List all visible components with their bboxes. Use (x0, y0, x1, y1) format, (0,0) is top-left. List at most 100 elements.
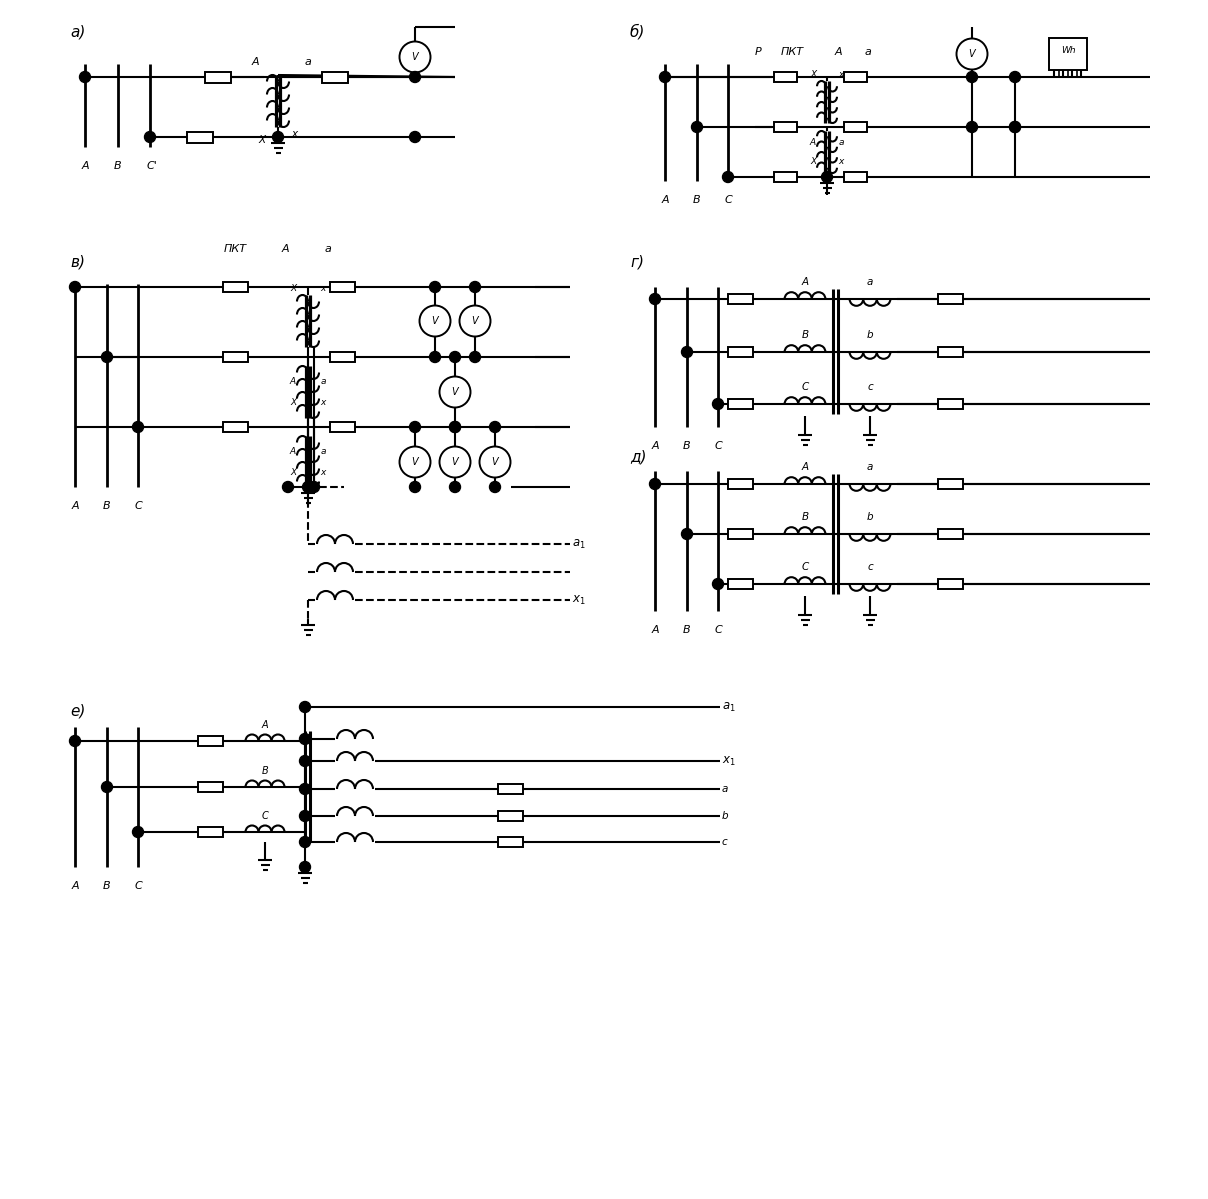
Text: x: x (838, 157, 843, 165)
Bar (727, 579, 753, 589)
Text: Wh: Wh (1061, 46, 1075, 54)
Text: P: P (755, 47, 761, 58)
Text: c: c (867, 562, 873, 572)
Circle shape (300, 862, 310, 873)
Text: C: C (134, 881, 141, 891)
Text: A: A (71, 501, 79, 511)
Bar (937, 478, 963, 489)
Circle shape (300, 755, 310, 766)
Text: A: A (290, 376, 296, 386)
Bar (727, 478, 753, 489)
Circle shape (440, 446, 470, 477)
Circle shape (308, 482, 319, 493)
Bar (937, 399, 963, 409)
Text: B: B (801, 330, 808, 341)
Text: C: C (714, 625, 722, 635)
Bar (727, 399, 753, 409)
Bar (1049, 38, 1087, 70)
Text: a: a (838, 138, 843, 147)
Circle shape (650, 478, 661, 489)
Bar (937, 579, 963, 589)
Text: V: V (471, 317, 478, 326)
Bar (843, 122, 866, 132)
Text: B: B (262, 766, 268, 776)
Bar (187, 132, 213, 143)
Text: a: a (722, 784, 728, 794)
Text: b: b (866, 512, 873, 522)
Bar (323, 72, 348, 83)
Text: A: A (81, 161, 89, 171)
Text: X: X (809, 157, 817, 165)
Circle shape (410, 422, 420, 433)
Bar (773, 122, 796, 132)
Text: A: A (290, 447, 296, 456)
Text: C: C (724, 195, 732, 205)
Circle shape (300, 734, 310, 745)
Text: X: X (809, 70, 817, 79)
Text: X: X (290, 284, 296, 293)
Text: $x_1$: $x_1$ (722, 754, 736, 767)
Circle shape (419, 306, 451, 337)
Circle shape (489, 422, 500, 433)
Text: A: A (661, 195, 669, 205)
Bar (498, 811, 523, 821)
Circle shape (300, 837, 310, 848)
Circle shape (70, 735, 81, 747)
Circle shape (691, 121, 703, 133)
Text: B: B (103, 881, 111, 891)
Text: A: A (809, 138, 817, 147)
Circle shape (101, 782, 112, 793)
Circle shape (440, 376, 470, 408)
Text: X: X (290, 468, 296, 477)
Bar (330, 422, 354, 432)
Bar (222, 282, 248, 293)
Text: x: x (320, 284, 326, 293)
Bar (222, 353, 248, 362)
Circle shape (821, 171, 832, 182)
Circle shape (430, 282, 441, 293)
Text: a: a (867, 277, 873, 287)
Circle shape (300, 701, 310, 712)
Circle shape (681, 347, 692, 357)
Bar (937, 347, 963, 357)
Bar (937, 294, 963, 305)
Circle shape (966, 121, 977, 133)
Text: $x_1$: $x_1$ (573, 594, 586, 607)
Bar (843, 72, 866, 82)
Text: B: B (115, 161, 122, 171)
Text: B: B (103, 501, 111, 511)
Text: е): е) (70, 704, 86, 719)
Text: д): д) (631, 448, 646, 464)
Text: в): в) (70, 254, 85, 269)
Text: A: A (262, 721, 268, 730)
Text: C: C (134, 501, 141, 511)
Circle shape (459, 306, 490, 337)
Bar (197, 782, 222, 793)
Circle shape (145, 132, 156, 143)
Circle shape (650, 294, 661, 305)
Text: а): а) (70, 24, 86, 40)
Text: a: a (867, 462, 873, 472)
Text: A: A (801, 277, 808, 287)
Bar (197, 827, 222, 837)
Bar (498, 784, 523, 794)
Text: a: a (320, 376, 326, 386)
Circle shape (449, 422, 460, 433)
Text: A: A (651, 625, 658, 635)
Bar (197, 736, 222, 746)
Circle shape (400, 42, 430, 72)
Bar (843, 171, 866, 182)
Circle shape (410, 132, 420, 143)
Circle shape (101, 351, 112, 362)
Circle shape (470, 282, 481, 293)
Text: x: x (320, 468, 326, 477)
Bar (205, 72, 231, 83)
Circle shape (681, 529, 692, 540)
Circle shape (713, 398, 724, 410)
Text: A: A (801, 462, 808, 472)
Text: V: V (452, 387, 458, 397)
Bar (727, 347, 753, 357)
Bar (330, 353, 354, 362)
Circle shape (722, 171, 733, 182)
Circle shape (302, 482, 314, 493)
